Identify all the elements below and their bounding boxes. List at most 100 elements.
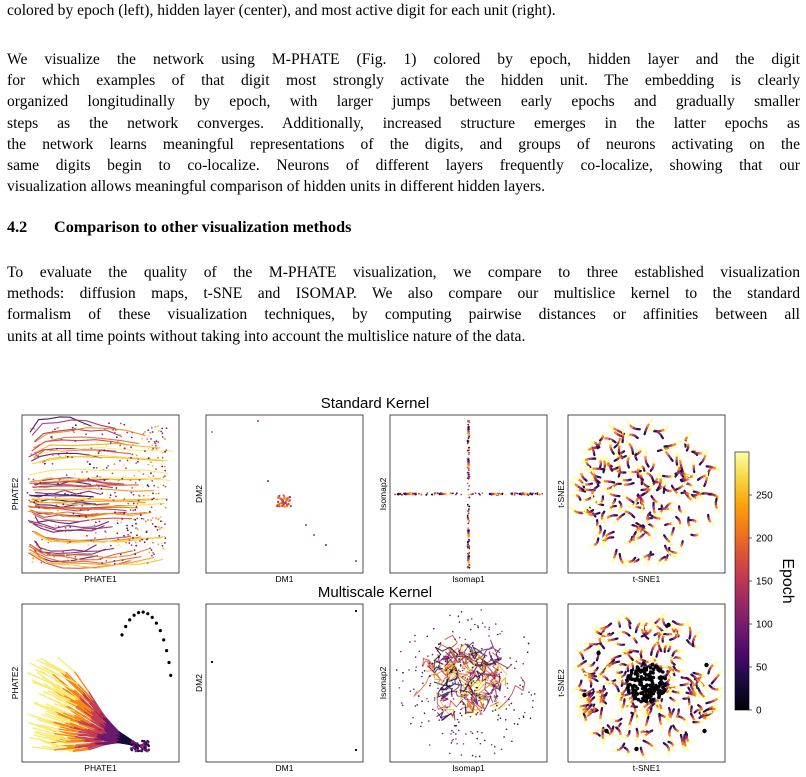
data-point	[157, 441, 160, 443]
trajectory	[658, 700, 663, 706]
data-point	[397, 492, 400, 495]
trajectory	[36, 723, 60, 730]
data-point	[130, 531, 132, 534]
trajectory	[589, 441, 593, 447]
data-point	[130, 436, 133, 439]
trajectory	[28, 545, 133, 561]
data-point	[112, 428, 114, 431]
trajectory	[601, 535, 607, 540]
trajectory	[106, 732, 122, 740]
trajectory	[75, 742, 92, 746]
data-point	[498, 676, 501, 678]
trajectory	[54, 680, 76, 691]
trajectory	[688, 525, 693, 531]
trajectory	[439, 651, 453, 664]
trajectory	[44, 705, 65, 714]
data-point	[156, 498, 159, 501]
data-point	[72, 430, 75, 432]
trajectory	[597, 675, 603, 679]
trajectory	[92, 715, 107, 727]
trajectory	[656, 501, 662, 506]
data-point	[77, 478, 80, 480]
paragraph-line: methods: diffusion maps, t-SNE and ISOMA…	[7, 285, 800, 303]
data-point	[74, 424, 77, 427]
trajectory	[602, 632, 607, 637]
trajectory	[598, 718, 602, 725]
panel-std-isomap: Isomap1 Isomap2	[378, 414, 548, 584]
data-point	[104, 536, 107, 539]
trajectory	[703, 685, 709, 692]
data-point	[666, 622, 671, 628]
trajectory	[489, 672, 500, 690]
trajectory	[644, 450, 649, 457]
data-point	[33, 558, 35, 561]
trajectory	[54, 688, 77, 702]
trajectory	[498, 676, 526, 710]
data-point	[457, 682, 460, 684]
data-point	[415, 666, 418, 668]
figure-comparison-grid: Standard Kernel Multiscale Kernel PHATE1…	[0, 384, 806, 777]
data-point	[34, 451, 37, 454]
data-point	[490, 743, 493, 746]
trajectory	[34, 703, 59, 715]
data-point	[460, 708, 462, 711]
trajectory	[649, 485, 654, 489]
trajectory	[677, 627, 681, 634]
data-point	[470, 493, 473, 496]
trajectory	[77, 734, 98, 738]
data-point	[54, 428, 56, 431]
data-point	[531, 706, 534, 709]
data-point	[59, 455, 62, 458]
trajectory	[612, 669, 617, 674]
data-point	[466, 694, 468, 697]
data-point	[120, 633, 124, 637]
trajectory	[55, 695, 79, 707]
data-point	[649, 678, 654, 682]
data-point	[154, 621, 158, 625]
trajectory	[668, 688, 674, 692]
data-point	[280, 502, 283, 505]
data-point	[88, 488, 91, 491]
data-point	[455, 733, 457, 735]
trajectory	[582, 507, 587, 513]
data-point	[500, 671, 502, 674]
data-point	[400, 650, 402, 653]
data-point	[444, 709, 447, 711]
data-point	[33, 427, 36, 430]
data-point	[464, 638, 467, 641]
data-point	[646, 693, 651, 697]
trajectory	[695, 521, 700, 527]
data-point	[493, 752, 496, 754]
data-point	[704, 662, 709, 668]
trajectory	[601, 454, 606, 461]
data-point	[146, 612, 150, 616]
data-point	[69, 493, 71, 496]
trajectory	[439, 676, 453, 698]
data-point	[466, 477, 469, 479]
data-point	[511, 740, 513, 743]
data-point	[154, 442, 157, 445]
trajectory	[706, 710, 713, 715]
data-point	[478, 693, 481, 696]
data-point	[636, 697, 641, 702]
data-point	[479, 713, 482, 715]
trajectory	[700, 710, 703, 715]
data-point	[155, 517, 157, 519]
data-point	[399, 493, 401, 495]
trajectory	[48, 720, 72, 729]
trajectory	[462, 709, 480, 719]
data-point	[89, 463, 91, 466]
data-point	[469, 678, 471, 680]
data-point	[448, 752, 451, 755]
data-point	[62, 550, 65, 553]
data-point	[657, 681, 662, 686]
data-point	[132, 741, 135, 744]
data-point	[150, 438, 152, 440]
trajectory	[616, 617, 620, 622]
data-point	[634, 691, 639, 696]
trajectory	[615, 692, 622, 696]
data-point	[150, 472, 152, 475]
data-point	[55, 447, 58, 450]
trajectory	[668, 508, 675, 512]
data-point	[136, 534, 138, 537]
